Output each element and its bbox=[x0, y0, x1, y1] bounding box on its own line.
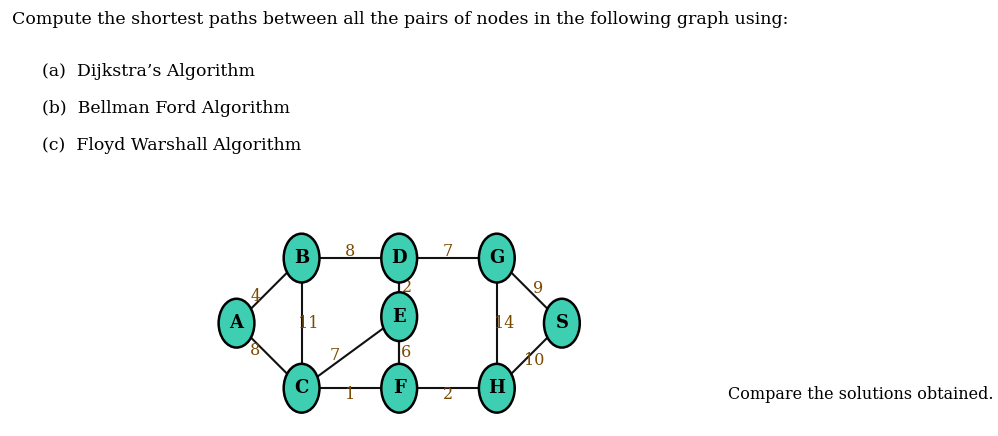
Text: 8: 8 bbox=[250, 341, 260, 358]
Text: (a)  Dijkstra’s Algorithm: (a) Dijkstra’s Algorithm bbox=[42, 63, 254, 80]
Ellipse shape bbox=[479, 364, 515, 412]
Text: 10: 10 bbox=[524, 352, 545, 369]
Text: 6: 6 bbox=[401, 344, 411, 361]
Text: 8: 8 bbox=[345, 243, 355, 260]
Ellipse shape bbox=[381, 364, 417, 412]
Text: S: S bbox=[555, 314, 569, 332]
Ellipse shape bbox=[381, 234, 417, 283]
Text: Compare the solutions obtained.: Compare the solutions obtained. bbox=[728, 386, 993, 403]
Text: Compute the shortest paths between all the pairs of nodes in the following graph: Compute the shortest paths between all t… bbox=[12, 11, 788, 28]
Ellipse shape bbox=[479, 234, 515, 283]
Text: 14: 14 bbox=[494, 315, 514, 332]
Text: (c)  Floyd Warshall Algorithm: (c) Floyd Warshall Algorithm bbox=[42, 137, 301, 154]
Text: H: H bbox=[488, 379, 505, 397]
Text: 7: 7 bbox=[443, 243, 453, 260]
Text: D: D bbox=[391, 249, 407, 267]
Ellipse shape bbox=[219, 299, 254, 347]
Text: (b)  Bellman Ford Algorithm: (b) Bellman Ford Algorithm bbox=[42, 100, 289, 117]
Ellipse shape bbox=[381, 292, 417, 341]
Text: 9: 9 bbox=[533, 280, 543, 297]
Text: F: F bbox=[393, 379, 405, 397]
Text: 4: 4 bbox=[250, 288, 260, 305]
Text: 4: 4 bbox=[401, 321, 411, 338]
Text: E: E bbox=[392, 308, 406, 326]
Text: 7: 7 bbox=[329, 347, 339, 364]
Ellipse shape bbox=[283, 364, 319, 412]
Ellipse shape bbox=[544, 299, 580, 347]
Text: 11: 11 bbox=[297, 315, 318, 332]
Text: C: C bbox=[294, 379, 308, 397]
Text: A: A bbox=[230, 314, 244, 332]
Text: 2: 2 bbox=[443, 386, 453, 403]
Ellipse shape bbox=[283, 234, 319, 283]
Text: B: B bbox=[294, 249, 309, 267]
Text: G: G bbox=[489, 249, 504, 267]
Text: 2: 2 bbox=[402, 279, 412, 296]
Text: 1: 1 bbox=[345, 386, 355, 403]
